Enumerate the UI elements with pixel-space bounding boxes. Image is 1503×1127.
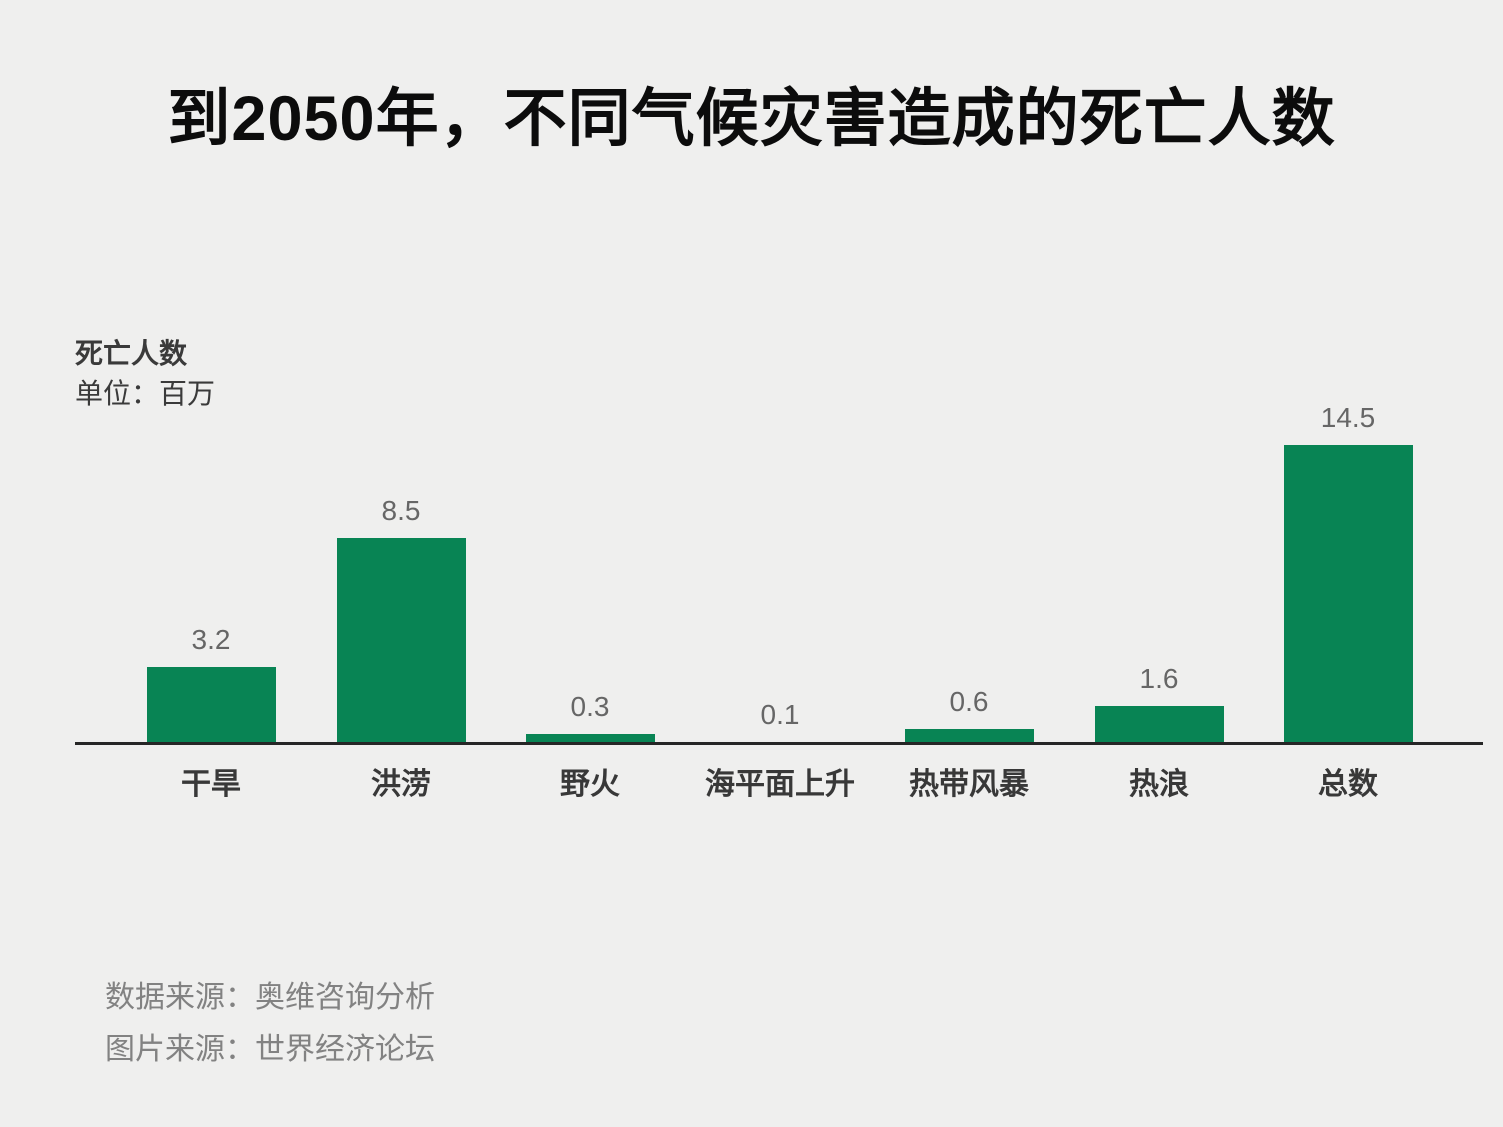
x-axis-line	[75, 742, 1483, 745]
bar-category-label: 热浪	[1129, 768, 1189, 801]
bar-value-label: 3.2	[191, 624, 231, 655]
source-note: 数据来源：奥维咨询分析 图片来源：世界经济论坛	[105, 972, 435, 1076]
bar-category-label: 野火	[560, 768, 620, 801]
bar	[525, 734, 655, 744]
bar-value-label: 14.5	[1320, 402, 1376, 433]
y-axis-unit-label: 单位：百万	[75, 377, 216, 409]
bar-category-label: 洪涝	[371, 768, 431, 801]
bar	[1094, 706, 1224, 744]
bar-category-label: 热带风暴	[909, 768, 1029, 801]
image-source-line: 图片来源：世界经济论坛	[105, 1033, 435, 1066]
y-axis-label: 死亡人数	[75, 338, 188, 369]
bar-value-label: 0.3	[570, 691, 610, 722]
bar-category-label: 干旱	[181, 768, 241, 801]
bar-value-label: 0.1	[760, 699, 800, 730]
bar-category-label: 总数	[1318, 768, 1378, 801]
bar-value-label: 8.5	[381, 495, 421, 526]
bar-value-label: 1.6	[1139, 663, 1179, 694]
chart-title: 到2050年，不同气候灾害造成的死亡人数	[167, 84, 1336, 154]
data-source-line: 数据来源：奥维咨询分析	[105, 981, 435, 1014]
bar	[904, 729, 1034, 744]
bar	[146, 667, 276, 744]
bar	[1283, 445, 1413, 744]
bar	[336, 538, 466, 744]
y-axis-label-block: 死亡人数 单位：百万	[75, 334, 215, 414]
bar-category-label: 海平面上升	[705, 768, 855, 801]
bar-value-label: 0.6	[949, 686, 989, 717]
